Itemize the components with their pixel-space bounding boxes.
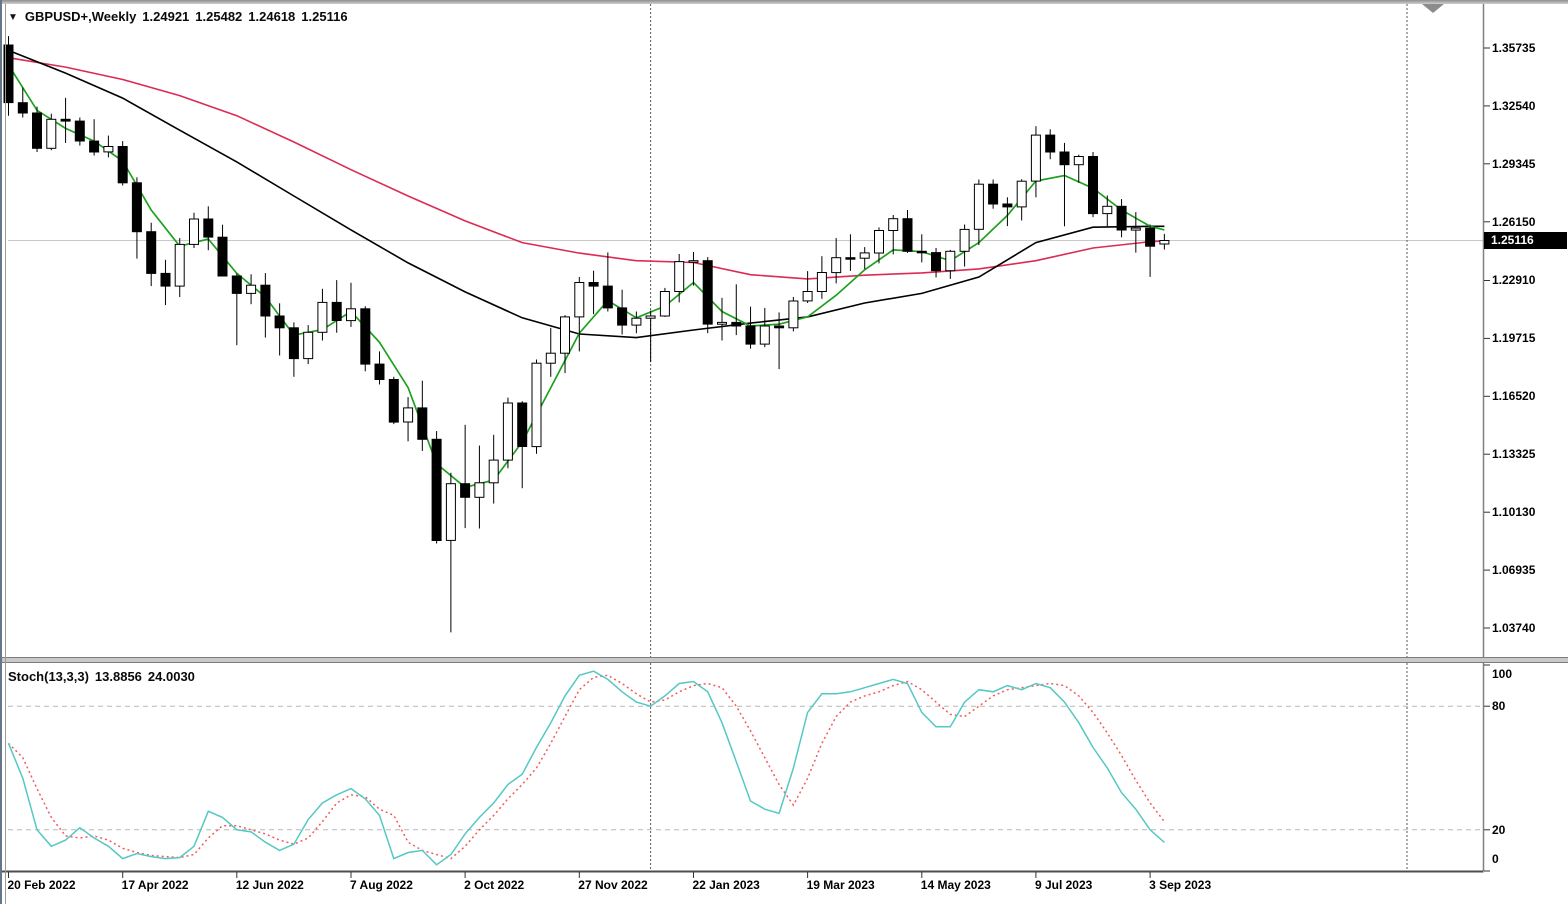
ohlc-low-value: 1.24618 bbox=[248, 9, 296, 24]
current-price-tag: 1.25116 bbox=[1484, 232, 1567, 249]
stoch-main-line bbox=[7, 670, 1165, 866]
ma-black-line bbox=[8, 49, 1165, 339]
price-axis-label: 1.22910 bbox=[1492, 273, 1536, 288]
ohlc-high-value: 1.25482 bbox=[195, 9, 243, 24]
stochastic-label: Stoch(13,3,3) bbox=[8, 669, 89, 684]
ma-green-line bbox=[7, 64, 1165, 489]
ohlc-close-value: 1.25116 bbox=[301, 9, 348, 24]
indicator-axis-label: 80 bbox=[1492, 699, 1506, 714]
time-axis-label: 22 Jan 2023 bbox=[692, 878, 760, 892]
time-axis-label: 3 Sep 2023 bbox=[1149, 878, 1212, 892]
time-axis-label: 19 Mar 2023 bbox=[806, 878, 875, 892]
time-axis-label: 2 Oct 2022 bbox=[464, 878, 525, 892]
time-axis-label: 27 Nov 2022 bbox=[578, 878, 648, 892]
symbol-header: ▼ GBPUSD+,Weekly 1.24921 1.25482 1.24618 1.25… bbox=[8, 9, 348, 24]
time-axis-label: 12 Jun 2022 bbox=[235, 878, 304, 892]
price-axis-label: 1.03740 bbox=[1492, 621, 1536, 635]
window-left-edge bbox=[0, 0, 2, 904]
stoch-signal-line bbox=[7, 674, 1165, 860]
symbol-timeframe-label: GBPUSD+,Weekly bbox=[24, 9, 137, 24]
candles-layer bbox=[3, 36, 1170, 633]
price-axis-label: 1.06935 bbox=[1492, 563, 1536, 578]
price-axis-label: 1.19715 bbox=[1492, 331, 1536, 346]
time-axis-label: 17 Apr 2022 bbox=[121, 878, 189, 892]
price-axis-label: 1.16520 bbox=[1492, 389, 1536, 404]
stochastic-main-value: 13.8856 bbox=[94, 669, 142, 684]
indicator-axis-label: 100 bbox=[1492, 667, 1513, 681]
price-axis-label: 1.29345 bbox=[1492, 156, 1536, 171]
price-axis-label: 1.32540 bbox=[1492, 98, 1536, 113]
stochastic-signal-value: 24.0030 bbox=[147, 669, 195, 684]
indicator-axis-label: 20 bbox=[1492, 822, 1506, 837]
ohlc-open-value: 1.24921 bbox=[142, 9, 190, 24]
window-top-edge bbox=[0, 0, 1568, 4]
time-axis-label: 20 Feb 2022 bbox=[7, 878, 76, 892]
chevron-down-icon[interactable]: ▼ bbox=[8, 12, 18, 23]
time-axis-label: 9 Jul 2023 bbox=[1034, 878, 1093, 892]
chart-left-border bbox=[5, 4, 6, 904]
chart-shift-marker-icon[interactable] bbox=[1421, 4, 1444, 13]
time-axis-label: 7 Aug 2022 bbox=[349, 878, 413, 892]
price-axis-label: 1.13325 bbox=[1492, 447, 1536, 462]
price-axis-label: 1.10130 bbox=[1492, 505, 1536, 520]
price-axis-label: 1.35735 bbox=[1492, 41, 1536, 55]
pane-splitter[interactable] bbox=[0, 657, 1568, 663]
price-axis-label: 1.26150 bbox=[1492, 214, 1536, 229]
time-axis-label: 14 May 2023 bbox=[920, 878, 991, 892]
stochastic-indicator-header: Stoch(13,3,3) 13.8856 24.0030 bbox=[8, 669, 195, 684]
indicator-axis-label: 0 bbox=[1492, 852, 1499, 866]
